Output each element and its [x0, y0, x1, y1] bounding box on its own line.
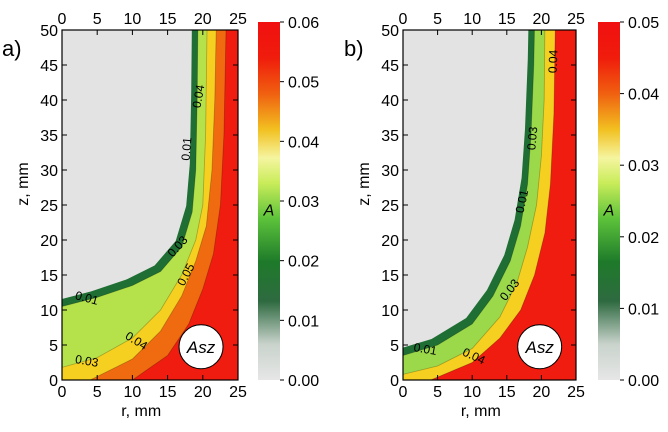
contour-label: 0.01 [178, 136, 194, 161]
colorbar-tick-label: 0.00 [288, 373, 319, 390]
colorbar-tick-label: 0.04 [628, 87, 659, 104]
heatmap-field [62, 30, 238, 380]
y-tick-label: 30 [381, 163, 399, 180]
colorbar-tick-label: 0.06 [288, 15, 319, 32]
contour-line-0.04 [430, 30, 556, 380]
contour-label: 0.01 [74, 288, 100, 308]
x-tick-label: 25 [229, 384, 247, 401]
colorbar-tick-label: 0.02 [288, 254, 319, 271]
x-tick-label-top: 15 [498, 11, 516, 28]
y-tick-label: 0 [390, 373, 399, 390]
asz-label: Asz [186, 338, 216, 357]
contour-line-0.03 [62, 30, 208, 368]
contour-label: 0.01 [413, 340, 439, 358]
y-tick-label: 40 [381, 93, 399, 110]
y-tick-label: 25 [40, 198, 58, 215]
x-tick-label: 0 [58, 384, 67, 401]
x-tick-label: 20 [533, 384, 551, 401]
x-axis-label: r, mm [121, 403, 161, 420]
asz-label: Asz [524, 338, 554, 357]
contour-line-0.01 [62, 30, 199, 307]
x-tick-label-top: 5 [93, 11, 102, 28]
y-tick-label: 10 [40, 303, 58, 320]
colorbar-tick-label: 0.02 [628, 230, 659, 247]
y-tick-label: 45 [381, 58, 399, 75]
y-tick-label: 5 [49, 338, 58, 355]
x-tick-label-top: 15 [159, 11, 177, 28]
x-tick-label-top: 5 [433, 11, 442, 28]
x-tick-label: 25 [567, 384, 585, 401]
contour-line-0.01 [403, 30, 535, 356]
colorbar-tick-label: 0.05 [288, 75, 319, 92]
contour-line-0.03 [403, 30, 546, 375]
colorbar-tick-label: 0.01 [628, 301, 659, 318]
x-axis-label: r, mm [461, 403, 501, 420]
y-tick-label: 45 [40, 58, 58, 75]
x-tick-label-top: 10 [124, 11, 142, 28]
colorbar-tick-label: 0.03 [288, 194, 319, 211]
x-tick-label-top: 25 [567, 11, 585, 28]
x-tick-label: 5 [93, 384, 102, 401]
asz-badge [178, 324, 224, 370]
colorbar-label: A [603, 203, 615, 220]
x-tick-label: 5 [433, 384, 442, 401]
panel-label: a) [2, 36, 22, 61]
x-tick-label-top: 0 [58, 11, 67, 28]
y-tick-label: 15 [381, 268, 399, 285]
y-tick-label: 35 [381, 128, 399, 145]
low-amplitude-region [403, 30, 529, 350]
contour-label: 0.04 [546, 49, 561, 73]
colorbar-tick-label: 0.03 [628, 158, 659, 175]
y-tick-label: 10 [381, 303, 399, 320]
panel-b: 0.01 0.040.030.010.030.04Asz0055101015152… [344, 11, 659, 420]
colorbar [598, 22, 620, 380]
contour-line-0.05 [132, 30, 227, 380]
x-tick-label-top: 20 [533, 11, 551, 28]
y-tick-label: 50 [381, 23, 399, 40]
y-tick-label: 20 [40, 233, 58, 250]
contour-label: 0.03 [524, 126, 540, 151]
contour-label: 0.04 [190, 83, 208, 109]
low-amplitude-region [62, 30, 192, 301]
panel-a: 0.010.030.040.050.030.010.04Asz005510101… [2, 11, 319, 420]
colorbar-tick-label: 0.05 [628, 15, 659, 32]
x-tick-label: 15 [498, 384, 516, 401]
x-tick-label-top: 0 [399, 11, 408, 28]
y-tick-label: 0 [49, 373, 58, 390]
panel-label: b) [344, 36, 364, 61]
colorbar-tick-label: 0.04 [288, 134, 319, 151]
x-tick-label: 15 [159, 384, 177, 401]
x-tick-label-top: 20 [194, 11, 212, 28]
y-tick-label: 35 [40, 128, 58, 145]
contour-label: 0.03 [74, 352, 100, 370]
x-tick-label-top: 10 [463, 11, 481, 28]
colorbar-label: A [263, 203, 275, 220]
colorbar [258, 22, 280, 380]
x-tick-label: 0 [399, 384, 408, 401]
y-tick-label: 50 [40, 23, 58, 40]
y-tick-label: 20 [381, 233, 399, 250]
asz-badge [517, 324, 563, 370]
contour-label: 0.01 [513, 188, 532, 214]
x-tick-label: 10 [124, 384, 142, 401]
y-tick-label: 30 [40, 163, 58, 180]
y-tick-label: 5 [390, 338, 399, 355]
x-tick-label-top: 25 [229, 11, 247, 28]
colorbar-tick-label: 0.01 [288, 313, 319, 330]
y-axis-label: z, mm [15, 162, 32, 206]
x-tick-label: 20 [194, 384, 212, 401]
y-axis-label: z, mm [356, 162, 373, 206]
y-tick-label: 25 [381, 198, 399, 215]
contour-line-0.04 [89, 30, 217, 380]
y-tick-label: 15 [40, 268, 58, 285]
colorbar-tick-label: 0.00 [628, 373, 659, 390]
y-tick-label: 40 [40, 93, 58, 110]
x-tick-label: 10 [463, 384, 481, 401]
heatmap-field [403, 30, 576, 380]
